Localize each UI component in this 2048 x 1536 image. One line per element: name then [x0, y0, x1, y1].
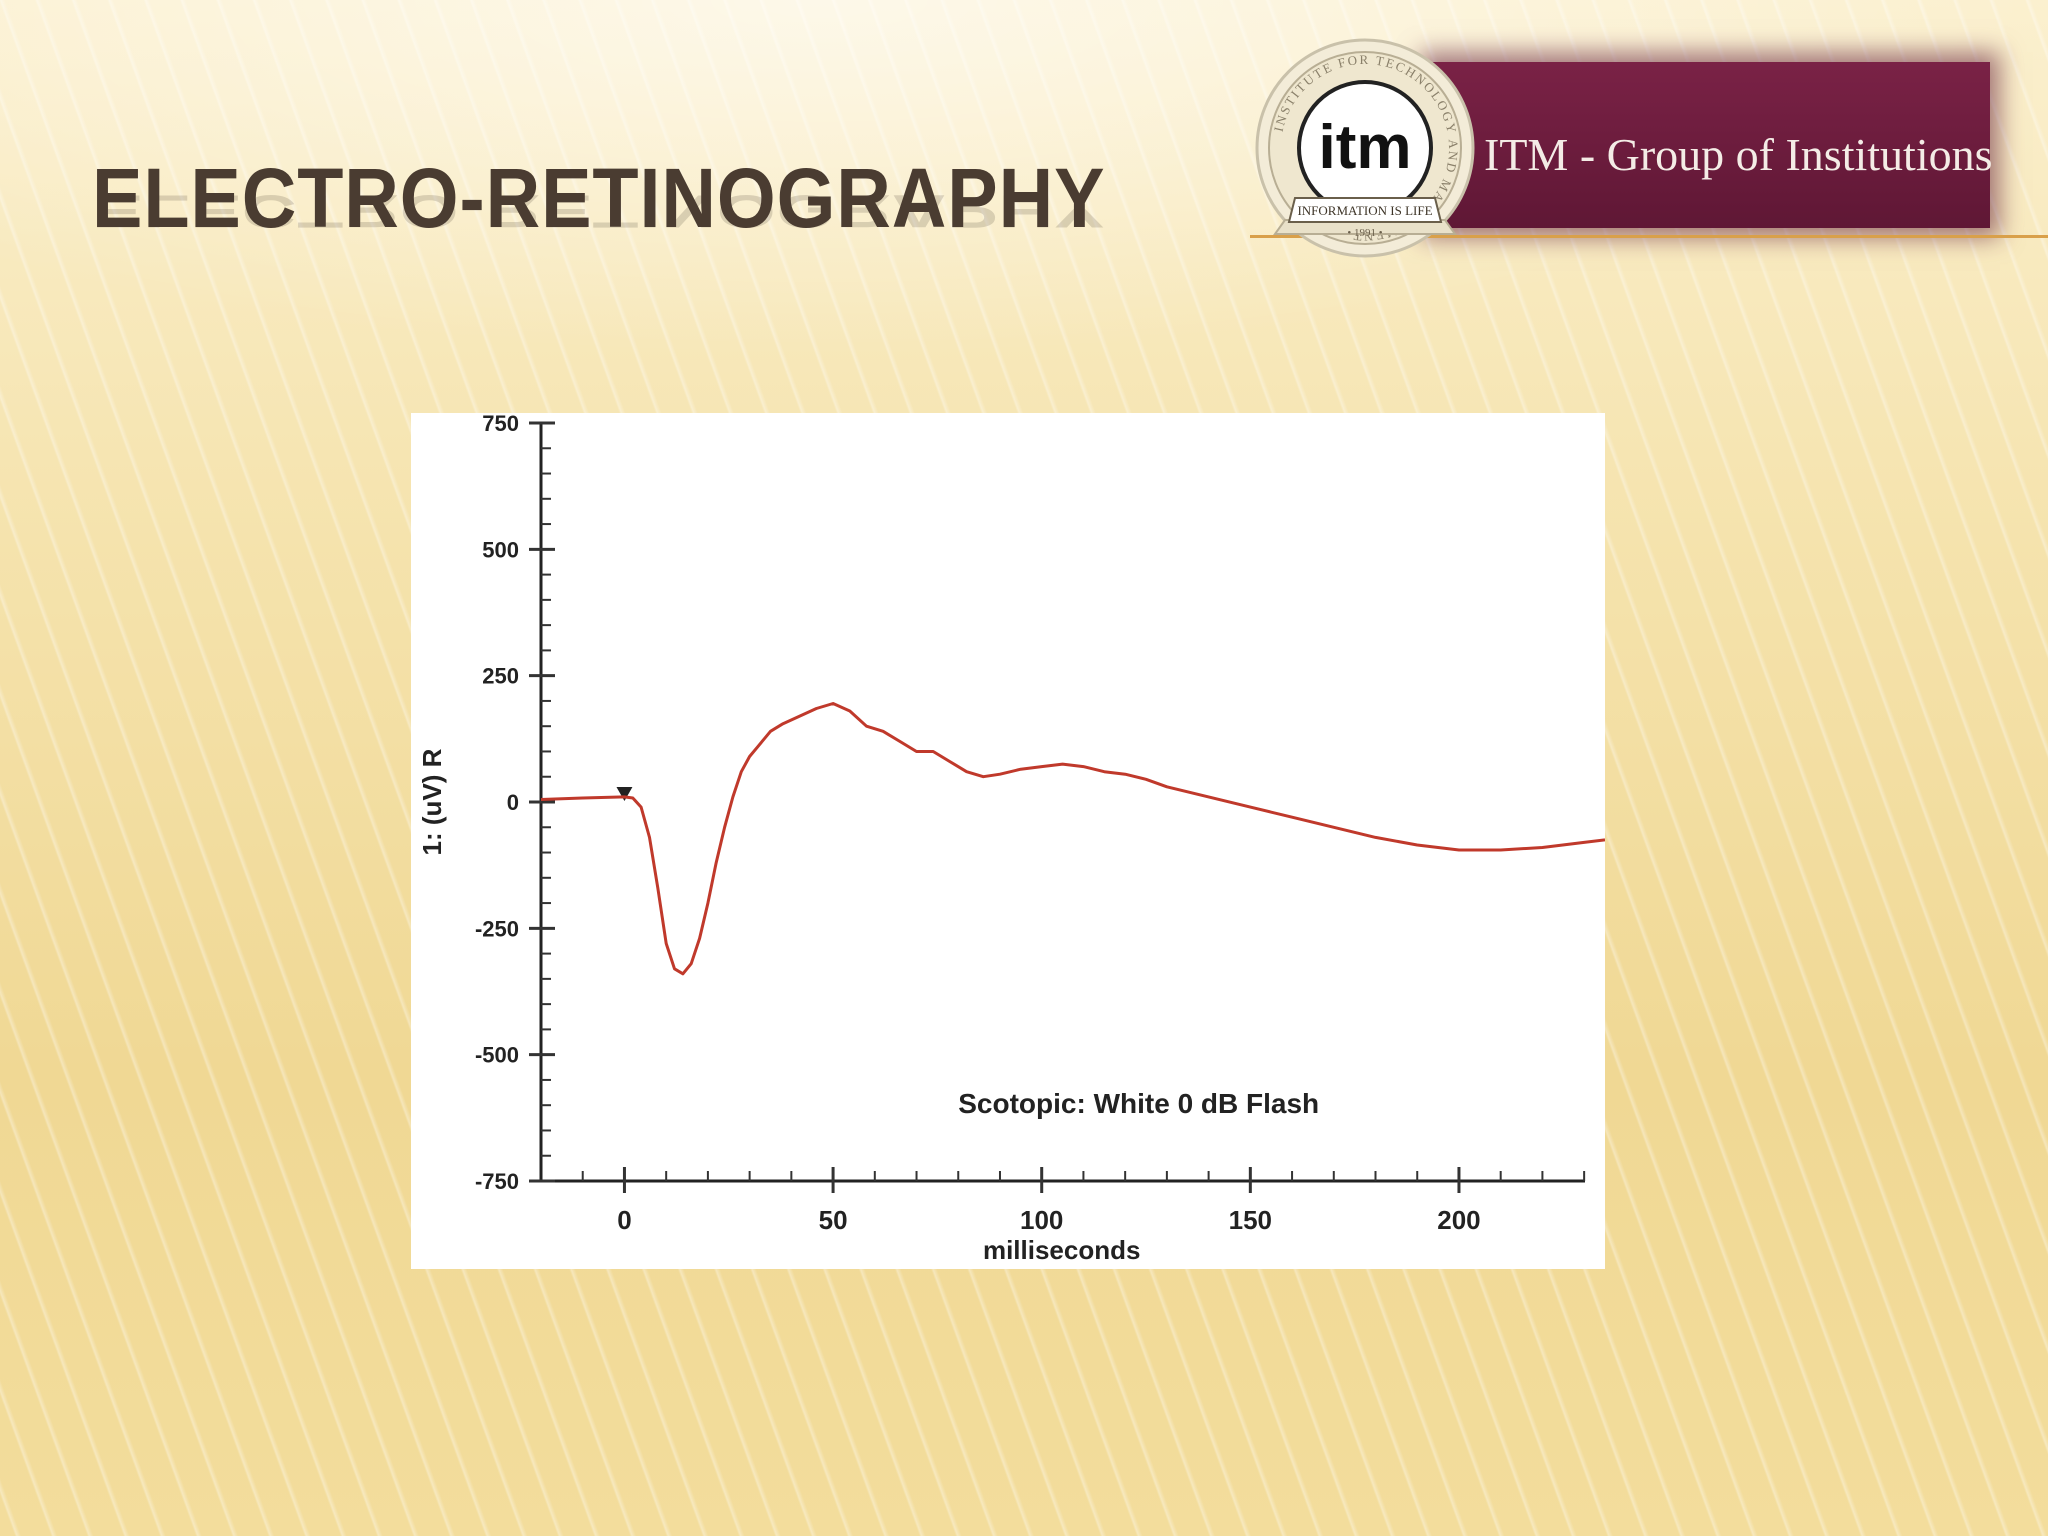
x-tick-label: 100 — [1020, 1205, 1063, 1235]
logo-monogram: itm — [1319, 113, 1412, 182]
chart-annotation: Scotopic: White 0 dB Flash — [958, 1088, 1319, 1119]
itm-logo-icon: INSTITUTE FOR TECHNOLOGY AND MANAGEMENT … — [1255, 38, 1475, 258]
logo-ribbon-text: INFORMATION IS LIFE — [1297, 203, 1432, 218]
y-tick-label: 250 — [482, 664, 519, 689]
x-tick-label: 0 — [617, 1205, 631, 1235]
y-tick-label: -250 — [475, 916, 519, 941]
x-tick-label: 150 — [1229, 1205, 1272, 1235]
x-axis-label: milliseconds — [983, 1235, 1140, 1265]
erg-trace-line — [540, 702, 1605, 976]
y-tick-label: -750 — [475, 1169, 519, 1194]
y-tick-label: 0 — [507, 790, 519, 815]
y-tick-label: 500 — [482, 537, 519, 562]
logo-year-text: • 1991 • — [1347, 227, 1382, 239]
slide-title-reflection: ELECTRO-RETINOGRAPHY — [92, 185, 1106, 238]
institution-banner — [1430, 62, 1990, 228]
y-tick-label: -500 — [475, 1043, 519, 1068]
erg-chart: 750 500 250 0 -250 -500 -750 0 50 100 150 200 millis… — [417, 413, 1605, 1265]
y-axis-label: 1: (uV) R — [417, 748, 447, 855]
erg-chart-panel: 750 500 250 0 -250 -500 -750 0 50 100 150 200 millis… — [411, 413, 1605, 1269]
y-tick-label: 750 — [482, 413, 519, 436]
x-tick-label: 50 — [819, 1205, 848, 1235]
institution-banner-text: ITM - Group of Institutions — [1484, 129, 1993, 180]
x-tick-label: 200 — [1437, 1205, 1480, 1235]
title-underline — [1250, 235, 2048, 238]
stimulus-marker-icon — [616, 786, 633, 801]
slide-title: ELECTRO-RETINOGRAPHY — [92, 151, 1106, 245]
